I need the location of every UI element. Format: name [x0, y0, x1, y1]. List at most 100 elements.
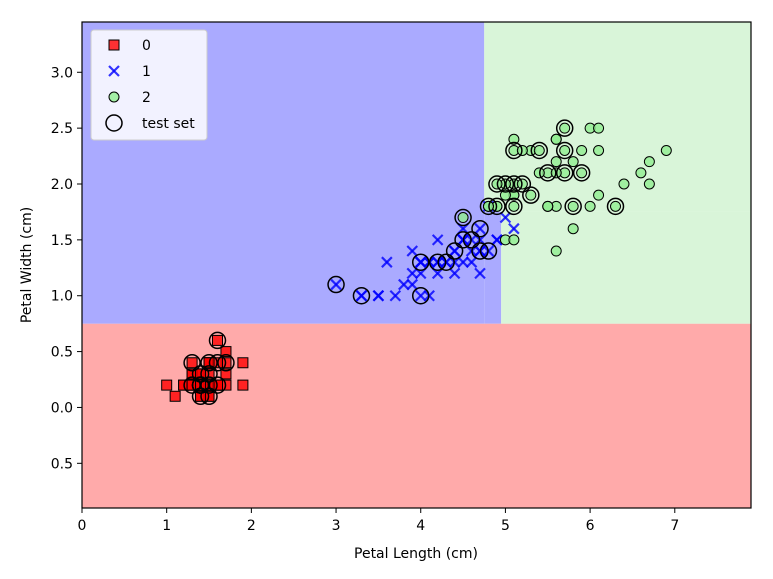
test-set-ring — [471, 219, 489, 238]
point-class-2 — [567, 223, 579, 235]
point-class-1 — [398, 278, 410, 291]
point-class-1 — [431, 234, 444, 246]
point-class-0 — [220, 368, 232, 380]
point-class-1 — [499, 211, 512, 224]
point-class-1 — [448, 267, 461, 280]
point-class-1 — [406, 278, 419, 291]
legend-marker-class-0 — [108, 39, 120, 51]
point-class-0 — [237, 357, 249, 369]
test-set-ring — [479, 242, 498, 260]
test-set-ring — [572, 164, 591, 182]
point-class-2 — [550, 245, 562, 257]
test-set-ring — [208, 376, 227, 394]
test-set-ring — [217, 354, 235, 372]
y-tick-label: 1.0 — [51, 289, 73, 305]
point-class-1 — [508, 222, 520, 235]
legend-marker-test-set — [105, 114, 123, 132]
x-tick-label: 0 — [78, 518, 87, 534]
legend-label: 0 — [142, 38, 151, 54]
legend: 0 1 2 test set — [90, 29, 208, 141]
point-class-1 — [406, 267, 419, 280]
test-set-ring — [522, 186, 540, 204]
x-tick-label: 5 — [501, 518, 510, 534]
region-class-2 — [501, 211, 751, 324]
decision-regions — [82, 22, 751, 508]
point-class-2 — [593, 122, 605, 134]
test-set-ring — [564, 197, 582, 216]
test-set-ring — [200, 365, 218, 383]
point-class-0 — [161, 379, 173, 391]
test-set-ring — [428, 253, 447, 271]
y-tick-label: 0.0 — [51, 400, 73, 416]
point-class-1 — [414, 256, 427, 268]
point-class-1 — [414, 289, 427, 302]
region-class-0 — [82, 323, 751, 508]
test-set-ring — [191, 376, 210, 394]
point-class-2 — [593, 144, 605, 156]
test-set-rings — [183, 119, 625, 406]
test-set-ring — [488, 175, 506, 193]
y-tick-label: 0.5 — [51, 456, 73, 472]
point-class-1 — [465, 256, 478, 268]
legend-box — [90, 29, 208, 141]
test-set-ring — [183, 376, 201, 394]
legend-label: 2 — [142, 90, 151, 106]
point-class-2 — [508, 133, 520, 145]
point-class-0 — [220, 346, 232, 358]
point-class-2 — [618, 178, 630, 190]
point-class-2 — [533, 144, 545, 156]
test-set-ring — [496, 175, 515, 193]
legend-label: test set — [142, 116, 195, 132]
test-set-ring — [606, 197, 625, 216]
point-class-2 — [567, 200, 579, 212]
point-class-2 — [593, 189, 605, 201]
test-set-ring — [555, 164, 574, 182]
test-set-ring — [183, 354, 201, 372]
point-class-2 — [550, 156, 562, 168]
x-tick-label: 4 — [416, 518, 425, 534]
test-set-ring — [505, 175, 523, 193]
test-set-ring — [208, 354, 227, 372]
test-set-ring — [208, 331, 227, 350]
point-class-2 — [576, 144, 588, 156]
test-set-ring — [411, 286, 430, 305]
y-tick-label: 2.5 — [51, 121, 73, 137]
x-tick-label: 2 — [247, 518, 256, 534]
point-class-2 — [635, 167, 647, 179]
test-set-ring — [513, 175, 532, 193]
point-class-2 — [660, 144, 672, 156]
point-class-2 — [559, 122, 571, 134]
test-set-ring — [539, 164, 557, 182]
point-class-2 — [576, 167, 588, 179]
test-set-ring — [454, 231, 472, 249]
x-tick-label: 7 — [670, 518, 679, 534]
point-class-1 — [372, 289, 385, 302]
point-class-1 — [330, 278, 342, 291]
test-set-ring — [200, 376, 218, 394]
x-tick-label: 1 — [162, 518, 171, 534]
point-class-1 — [491, 234, 503, 246]
point-class-2 — [643, 178, 655, 190]
x-axis-label: Petal Length (cm) — [354, 546, 478, 562]
point-class-1 — [355, 289, 368, 302]
test-set-ring — [488, 197, 506, 216]
point-class-0 — [186, 357, 198, 369]
point-class-1 — [406, 245, 419, 257]
point-class-2 — [610, 200, 622, 212]
point-class-1 — [448, 245, 461, 257]
point-class-2 — [499, 189, 511, 201]
y-tick-label: 0.5 — [51, 345, 73, 361]
legend-marker-class-2 — [108, 91, 120, 103]
point-class-0 — [169, 390, 181, 402]
point-class-2 — [457, 212, 469, 224]
y-tick-label: 2.0 — [51, 177, 73, 193]
test-set-ring — [200, 387, 218, 406]
legend-label: 1 — [142, 64, 151, 80]
test-set-ring — [437, 253, 455, 271]
point-class-0 — [211, 334, 223, 346]
point-class-2 — [542, 200, 554, 212]
point-class-2 — [550, 133, 562, 145]
test-set-ring — [327, 275, 345, 294]
point-class-1 — [381, 256, 393, 268]
